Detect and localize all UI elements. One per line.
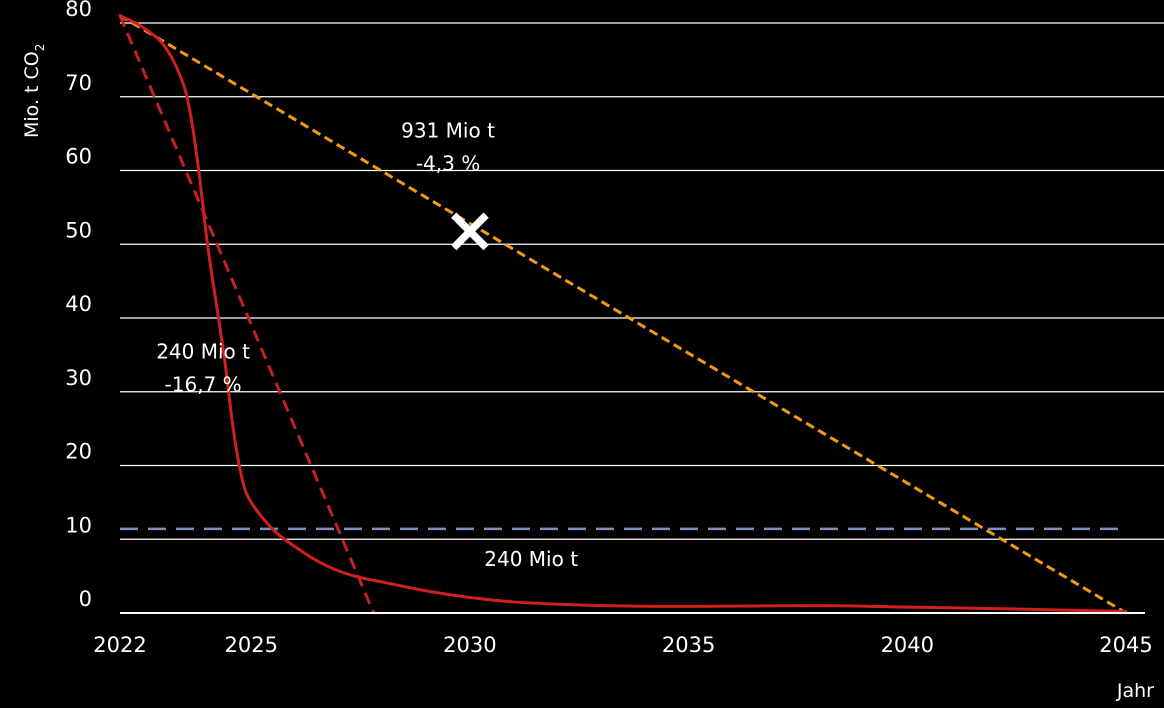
x-tick-2040: 2040 — [881, 633, 934, 657]
marker-group: × — [443, 194, 497, 268]
series-1-dashed-line — [118, 15, 376, 614]
x-tick-2045: 2045 — [1099, 633, 1152, 657]
annotation-0-line-0: 931 Mio t — [401, 118, 495, 142]
annotation-1-line-1: -16,7 % — [165, 373, 242, 397]
series-group — [118, 14, 1128, 615]
y-tick-50: 50 — [65, 218, 92, 242]
marker-x: × — [443, 194, 497, 268]
y-tick-10: 10 — [65, 513, 92, 537]
series-0-solid-curve — [118, 14, 1128, 614]
y-tick-70: 70 — [65, 71, 92, 95]
x-axis-title: Jahr — [1116, 680, 1154, 702]
y-tick-40: 40 — [65, 292, 92, 316]
x-tick-2025: 2025 — [224, 633, 277, 657]
x-tick-2030: 2030 — [443, 633, 496, 657]
annotations: 931 Mio t -4,3 % 240 Mio t -16,7 % 240 Mio t — [156, 118, 578, 570]
x-tick-2022: 2022 — [93, 633, 146, 657]
y-tick-20: 20 — [65, 440, 92, 464]
y-axis-title-subscript: 2 — [33, 44, 47, 52]
y-axis-title: Mio. t CO2 — [21, 44, 47, 138]
annotation-2-line-0: 240 Mio t — [484, 547, 578, 571]
x-tick-2035: 2035 — [662, 633, 715, 657]
series-2-dashed-line — [119, 14, 1127, 615]
y-tick-80: 80 — [65, 0, 92, 21]
y-axis-title-main: Mio. t CO — [21, 51, 43, 138]
y-tick-30: 30 — [65, 366, 92, 390]
y-tick-60: 60 — [65, 145, 92, 169]
annotation-1-line-0: 240 Mio t — [156, 340, 250, 364]
y-tick-labels: 0 10 20 30 40 50 60 70 80 — [65, 0, 92, 611]
annotation-0-line-1: -4,3 % — [416, 151, 480, 175]
grid-lines — [120, 22, 1164, 540]
y-tick-0: 0 — [79, 587, 92, 611]
x-tick-labels: 2022 2025 2030 2035 2040 2045 — [93, 633, 1152, 657]
